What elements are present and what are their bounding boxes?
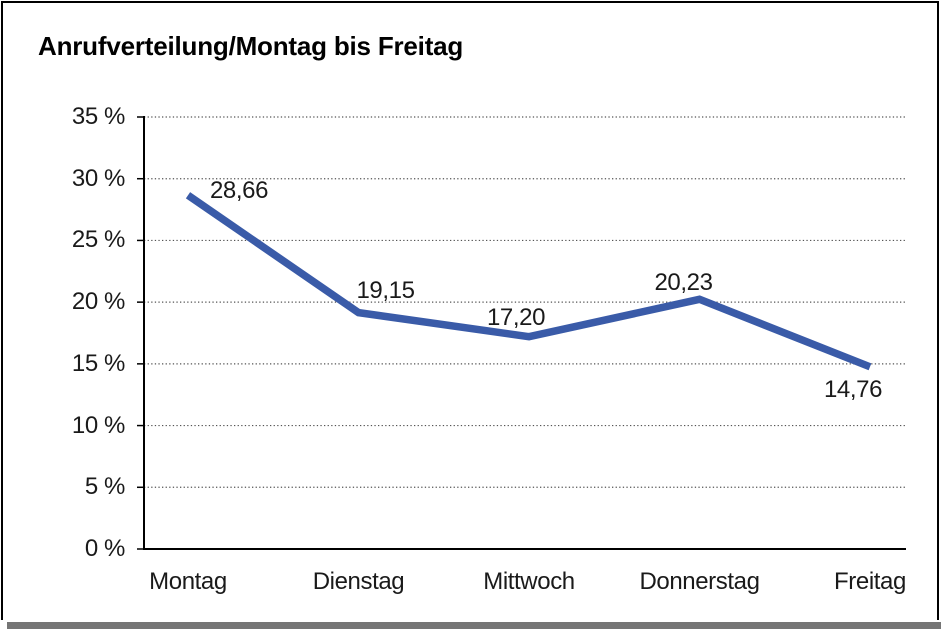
y-axis-tick-label: 15 %: [71, 349, 126, 377]
y-axis-tick-label: 30 %: [71, 164, 126, 192]
frame-shadow: [7, 622, 941, 629]
data-point-label: 19,15: [356, 276, 415, 304]
data-point-label: 17,20: [486, 303, 546, 331]
y-axis-tick-label: 0 %: [84, 535, 126, 562]
x-axis-category-label: Mittwoch: [483, 568, 575, 595]
chart-title: Anrufverteilung/Montag bis Freitag: [38, 31, 464, 61]
data-point-label: 28,66: [209, 177, 269, 205]
y-axis-tick-label: 25 %: [71, 226, 126, 254]
y-axis-tick-label: 5 %: [84, 473, 126, 501]
x-axis-category-label: Montag: [149, 568, 227, 595]
series-line: [185, 192, 872, 371]
x-axis-category-label: Donnerstag: [639, 568, 760, 595]
y-axis-tick-label: 10 %: [71, 411, 126, 439]
data-point-label: 14,76: [823, 375, 883, 403]
y-axis-tick-label: 35 %: [71, 103, 126, 130]
data-point-label: 20,23: [654, 269, 713, 297]
y-axis-tick-label: 20 %: [71, 288, 126, 316]
x-axis-category-label: Dienstag: [312, 568, 405, 595]
x-axis-category-label: Freitag: [834, 568, 906, 595]
